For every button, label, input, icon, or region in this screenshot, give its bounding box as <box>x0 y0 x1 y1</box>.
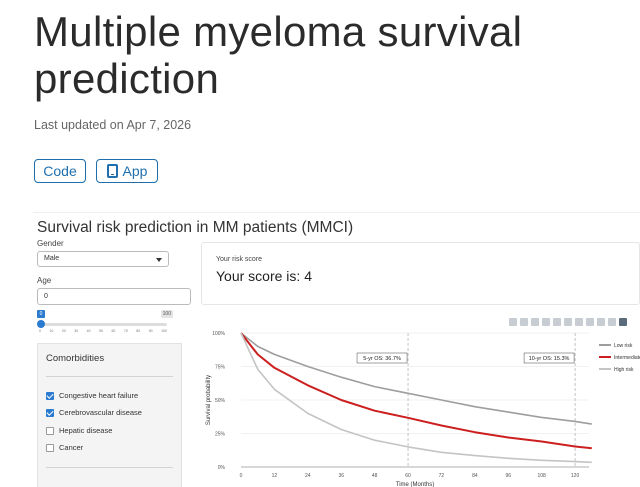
comorbidities-panel: Comorbidities Congestive heart failure C… <box>37 343 182 487</box>
slider-tick-label: 80 <box>136 329 141 333</box>
annotation-box <box>523 352 575 364</box>
divider <box>46 467 173 468</box>
comorbidities-title: Comorbidities <box>46 353 105 364</box>
y-tick-label: 50% <box>215 398 226 404</box>
annotation-box <box>356 352 408 364</box>
x-tick-label: 96 <box>505 473 511 479</box>
slider-tick-label: 70 <box>123 329 128 333</box>
autoscale-icon[interactable] <box>564 318 572 326</box>
plot-toolbar <box>509 316 633 328</box>
y-axis-label: Survival probability <box>206 375 212 425</box>
y-tick-label: 25% <box>215 432 226 438</box>
pan-icon[interactable] <box>531 318 539 326</box>
camera-icon[interactable] <box>509 318 517 326</box>
x-tick-label: 48 <box>372 473 378 479</box>
x-tick-label: 12 <box>272 473 278 479</box>
slider-tick-label: 50 <box>99 329 103 333</box>
legend-label: Intermediate risk <box>614 355 640 361</box>
age-label: Age <box>37 276 52 285</box>
survival-chart: 0% 25% 50% 75% 100% 0 12 24 36 48 60 72 84 96 108 120 Ti… <box>206 331 640 487</box>
risk-score-label: Your risk score <box>216 256 263 263</box>
checkbox-unchecked-icon[interactable] <box>46 426 54 435</box>
x-tick-label: 84 <box>472 473 478 479</box>
hover-compare-icon[interactable] <box>608 318 616 326</box>
checkbox-label: Congestive heart failure <box>59 391 139 400</box>
code-button-label: Code <box>43 163 77 179</box>
app-button-label: App <box>122 163 148 179</box>
annotation-label: 5-yr OS: 36.7% <box>363 356 401 362</box>
last-updated: Last updated on Apr 7, 2026 <box>34 118 192 132</box>
embedded-app: Survival risk prediction in MM patients … <box>33 212 640 487</box>
checkbox-label: Cancer <box>59 443 84 452</box>
slider-tick-label: 20 <box>61 329 66 333</box>
checkbox-checked-icon[interactable] <box>46 408 54 417</box>
series-line-high-risk <box>240 332 592 464</box>
reset-axes-icon[interactable] <box>575 318 583 326</box>
zoom-icon[interactable] <box>520 318 528 326</box>
slider-tick-label: 40 <box>86 329 91 333</box>
y-tick-label: 100% <box>212 331 225 337</box>
checkbox-cancer[interactable]: Cancer <box>46 443 83 452</box>
annotation-label: 10-yr OS: 15.3% <box>529 356 570 362</box>
series-line-intermediate-risk <box>240 332 592 450</box>
age-input[interactable]: 0 <box>37 288 191 305</box>
slider-min-bubble: 0 <box>37 310 45 318</box>
plotly-logo-icon[interactable] <box>619 318 627 326</box>
legend-label: High risk <box>614 367 634 373</box>
tablet-icon <box>106 164 118 178</box>
zoom-in-icon[interactable] <box>542 318 550 326</box>
slider-handle[interactable] <box>37 320 45 328</box>
checkbox-checked-icon[interactable] <box>46 391 54 400</box>
zoom-out-icon[interactable] <box>553 318 561 326</box>
x-tick-label: 108 <box>538 473 547 479</box>
checkbox-cerebrovascular-disease[interactable]: Cerebrovascular disease <box>46 408 142 417</box>
page-title: Multiple myeloma survival prediction <box>34 8 523 102</box>
checkbox-label: Hepatic disease <box>59 426 113 435</box>
slider-tick-label: 90 <box>148 329 153 333</box>
hover-closest-icon[interactable] <box>597 318 605 326</box>
gender-select-value: Male <box>44 255 60 262</box>
age-slider[interactable]: 0 100 0 10 20 30 40 50 60 70 80 90 100 <box>37 309 173 335</box>
slider-ticks: 0 10 20 30 40 50 60 70 80 90 100 <box>39 329 167 335</box>
slider-tick-label: 60 <box>111 329 116 333</box>
checkbox-label: Cerebrovascular disease <box>59 408 142 417</box>
gender-label: Gender <box>37 239 64 248</box>
age-input-value: 0 <box>44 293 48 300</box>
risk-score-card: Your risk score Your score is: 4 <box>201 242 640 305</box>
x-tick-label: 60 <box>405 473 411 479</box>
y-tick-label: 75% <box>215 365 226 371</box>
checkbox-congestive-heart-failure[interactable]: Congestive heart failure <box>46 391 138 400</box>
slider-tick-label: 30 <box>74 329 79 333</box>
risk-score-value: Your score is: 4 <box>216 268 312 284</box>
spike-lines-icon[interactable] <box>586 318 594 326</box>
x-tick-label: 24 <box>305 473 311 479</box>
slider-tick-label: 10 <box>49 329 54 333</box>
series-line-low-risk <box>240 332 592 425</box>
legend-label: Low risk <box>614 343 633 349</box>
caret-down-icon <box>156 258 162 262</box>
gender-select[interactable]: Male <box>37 251 169 267</box>
x-tick-label: 0 <box>240 473 243 479</box>
slider-max-bubble: 100 <box>160 310 173 318</box>
slider-tick-label: 0 <box>39 329 41 333</box>
x-axis-label: Time (Months) <box>396 482 434 487</box>
app-button[interactable]: App <box>96 159 158 183</box>
x-tick-label: 120 <box>571 473 580 479</box>
x-tick-label: 36 <box>338 473 344 479</box>
checkbox-unchecked-icon[interactable] <box>46 443 54 452</box>
code-button[interactable]: Code <box>34 159 86 183</box>
y-tick-label: 0% <box>218 465 226 471</box>
app-title: Survival risk prediction in MM patients … <box>37 219 354 236</box>
slider-track[interactable] <box>39 323 167 326</box>
checkbox-hepatic-disease[interactable]: Hepatic disease <box>46 426 112 435</box>
divider <box>46 376 173 377</box>
slider-tick-label: 100 <box>161 329 167 333</box>
x-tick-label: 72 <box>439 473 445 479</box>
